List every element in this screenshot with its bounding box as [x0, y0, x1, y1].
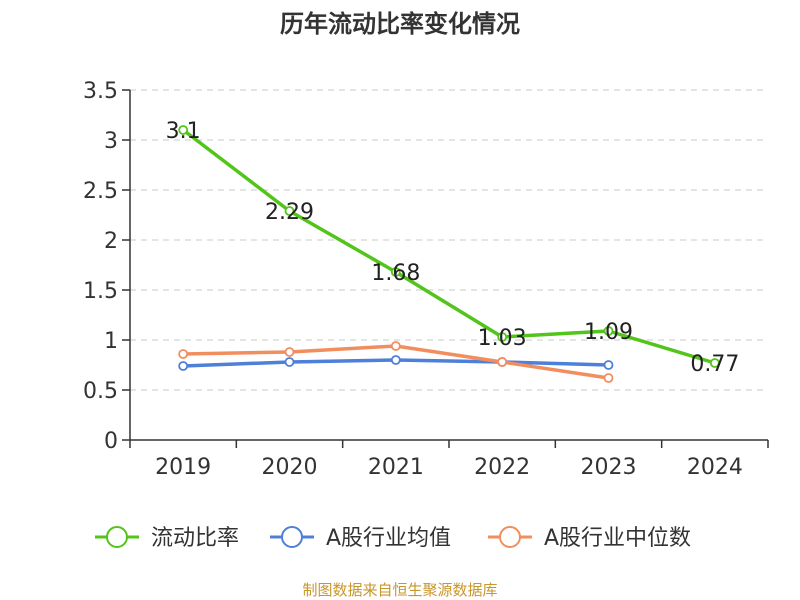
data-labels: 3.1 2.29 1.68 1.03 1.09 0.77: [166, 119, 740, 377]
data-label: 0.77: [690, 352, 739, 377]
legend-swatch-marker: [106, 526, 128, 548]
footer-source: 制图数据来自恒生聚源数据库: [302, 581, 497, 599]
legend-item: A股行业均值: [270, 526, 451, 551]
series-layer: [178, 125, 720, 383]
series-0-point: [390, 267, 401, 277]
y-tick-label: 3: [104, 129, 118, 154]
y-tick-label: 2: [104, 229, 118, 254]
series-0-point: [497, 332, 508, 342]
legend-swatch-marker: [499, 526, 521, 548]
series-1-point: [178, 361, 189, 371]
y-tick-label: 3.5: [83, 79, 118, 104]
y-tick-label: 1: [104, 329, 118, 354]
series-0-point: [603, 326, 614, 336]
series-0-point: [284, 206, 295, 216]
legend-label: 流动比率: [151, 526, 239, 551]
y-tick-label: 2.5: [83, 179, 118, 204]
x-tick-label: 2020: [262, 455, 318, 480]
series-0-point: [178, 125, 189, 135]
series-2-point: [390, 341, 401, 351]
grid-lines: [130, 89, 768, 391]
y-tick-label: 0: [104, 429, 118, 454]
chart-title: 历年流动比率变化情况: [280, 10, 520, 38]
x-tick-label: 2024: [687, 455, 743, 480]
series-0-point: [709, 358, 720, 368]
series-2-point: [284, 347, 295, 357]
x-tick-label: 2021: [368, 455, 424, 480]
y-tick-label: 1.5: [83, 279, 118, 304]
legend-swatch-marker: [281, 526, 303, 548]
legend-item: 流动比率: [95, 526, 239, 551]
legend-item: A股行业中位数: [488, 526, 691, 551]
series-line-0: [182, 128, 716, 365]
y-tick-label: 0.5: [83, 379, 118, 404]
series-2-point: [497, 357, 508, 367]
series-1-point: [390, 355, 401, 365]
data-label: 2.29: [265, 200, 314, 225]
legend-label: A股行业均值: [326, 526, 451, 551]
data-label: 1.68: [371, 261, 420, 286]
x-tick-label: 2023: [581, 455, 637, 480]
data-label: 3.1: [166, 119, 201, 144]
series-1-point: [603, 360, 614, 370]
data-label: 1.03: [478, 326, 527, 351]
data-label: 1.09: [584, 320, 633, 345]
axes: 0 0.5 1 1.5 2 2.5 3 3.5 2019 2020 2021 2022 2023 2024: [83, 79, 769, 480]
series-1-point: [284, 357, 295, 367]
legend: 流动比率 A股行业均值 A股行业中位数: [95, 526, 691, 551]
x-tick-label: 2019: [155, 455, 211, 480]
legend-label: A股行业中位数: [544, 526, 691, 551]
x-tick-label: 2022: [474, 455, 530, 480]
series-2-point: [603, 373, 614, 383]
series-2-point: [178, 349, 189, 359]
